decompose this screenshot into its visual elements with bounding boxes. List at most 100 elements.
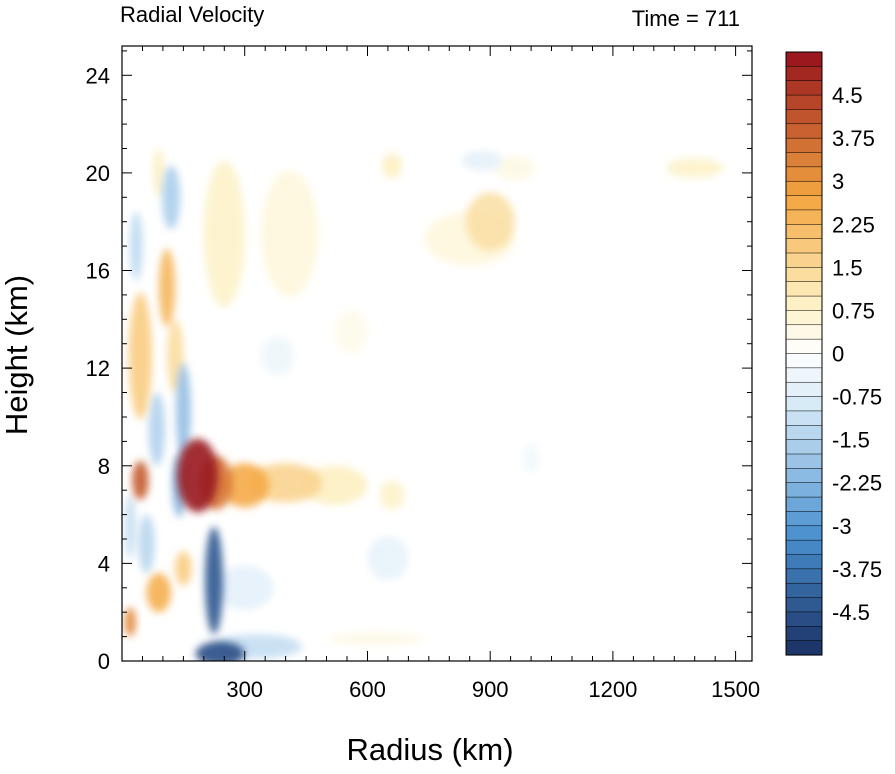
colorbar-swatch <box>785 324 823 340</box>
colorbar-swatch <box>785 353 823 369</box>
colorbar-swatch <box>785 195 823 211</box>
colorbar-label: 3 <box>832 169 844 194</box>
colorbar-swatch <box>785 425 823 441</box>
colorbar-swatch <box>785 468 823 484</box>
colorbar-label: 0.75 <box>832 298 875 323</box>
x-axis-label: Radius (km) <box>346 732 513 767</box>
colorbar-swatch <box>785 396 823 412</box>
y-tick-label: 24 <box>86 63 110 88</box>
colorbar-swatch <box>785 66 823 82</box>
colorbar-swatch <box>785 640 823 656</box>
velocity-feature <box>326 632 425 646</box>
velocity-feature <box>132 460 149 500</box>
colorbar-swatch <box>785 94 823 110</box>
colorbar-swatch <box>785 496 823 512</box>
velocity-feature <box>379 480 405 510</box>
colorbar-swatch <box>785 439 823 455</box>
velocity-feature <box>177 438 219 513</box>
colorbar-swatch <box>785 166 823 182</box>
colorbar-swatch <box>785 381 823 398</box>
velocity-feature <box>494 155 536 181</box>
colorbar-swatch <box>785 338 823 355</box>
colorbar-label: 3.75 <box>832 126 875 151</box>
colorbar-swatch <box>785 582 823 599</box>
velocity-feature <box>220 463 270 508</box>
colorbar-swatch <box>785 568 823 584</box>
velocity-feature <box>261 170 319 298</box>
velocity-feature <box>261 336 294 376</box>
velocity-feature <box>381 153 403 178</box>
colorbar-frame <box>785 51 823 656</box>
colorbar-swatch <box>785 611 823 627</box>
colorbar-swatch <box>785 109 823 125</box>
colorbar-swatch <box>785 137 823 154</box>
velocity-feature <box>195 641 245 661</box>
colorbar-swatch <box>785 152 823 168</box>
axis-ticks: 300 600 900 1200 1500 0 4 8 12 16 20 24 <box>86 46 760 702</box>
velocity-feature <box>367 536 409 581</box>
plot-frame <box>121 45 753 662</box>
velocity-feature <box>465 192 515 251</box>
y-tick-label: 16 <box>86 259 110 284</box>
colorbar-label: 1.5 <box>832 255 863 280</box>
colorbar-swatch <box>785 539 823 556</box>
colorbar-swatch <box>785 367 823 383</box>
colorbar-swatch <box>785 295 823 311</box>
colorbar-swatch <box>785 626 823 642</box>
y-tick-label: 4 <box>98 551 110 576</box>
y-tick-label: 20 <box>86 161 110 186</box>
colorbar-label: -4.5 <box>832 600 870 625</box>
velocity-feature <box>666 158 724 178</box>
colorbar-swatch <box>785 209 823 225</box>
velocity-feature <box>124 495 136 559</box>
colorbar-swatch <box>785 597 823 613</box>
velocity-feature <box>146 573 172 613</box>
plot-area: 300 600 900 1200 1500 0 4 8 12 16 20 24 <box>86 45 760 702</box>
colorbar-swatch <box>785 123 823 139</box>
colorbar-label: 2.25 <box>832 212 875 237</box>
x-tick-label: 1200 <box>588 677 637 702</box>
colorbar-swatch <box>785 310 823 326</box>
colorbar-swatch <box>785 525 823 541</box>
y-tick-label: 0 <box>98 649 110 674</box>
colorbar-swatch <box>785 51 823 67</box>
colorbar-label: -3.75 <box>832 557 882 582</box>
velocity-feature <box>461 150 503 171</box>
colorbar-swatch <box>785 180 823 197</box>
colorbar-label: -3 <box>832 514 852 539</box>
x-tick-label: 600 <box>349 677 386 702</box>
velocity-feature <box>128 292 152 420</box>
colorbar-label: -0.75 <box>832 385 882 410</box>
velocity-feature <box>158 248 176 327</box>
y-axis-label: Height (km) <box>0 275 34 435</box>
velocity-feature <box>153 148 165 198</box>
colorbar-swatch <box>785 482 823 498</box>
colorbar-label: -2.25 <box>832 471 882 496</box>
colorbar-label: -1.5 <box>832 428 870 453</box>
velocity-feature <box>522 443 540 473</box>
velocity-feature <box>334 309 368 354</box>
velocity-feature <box>205 526 223 635</box>
velocity-feature <box>148 392 165 466</box>
velocity-feature <box>176 363 191 461</box>
x-tick-label: 900 <box>472 677 509 702</box>
velocity-feature <box>124 607 136 637</box>
colorbar-label: 0 <box>832 342 844 367</box>
colorbar-swatch <box>785 281 823 297</box>
colorbar-swatch <box>785 80 823 96</box>
colorbar-label: 4.5 <box>832 83 863 108</box>
colorbar-swatch <box>785 410 823 426</box>
colorbar: 4.5 3.75 3 2.25 1.5 0.75 0 -0.75 -1.5 -2.25 -3 -3.7… <box>785 51 882 656</box>
plot-background <box>122 46 752 661</box>
velocity-feature <box>162 165 181 229</box>
colorbar-swatch <box>785 453 823 469</box>
velocity-feature <box>216 565 274 610</box>
colorbar-swatch <box>785 267 823 283</box>
colorbar-swatch <box>785 511 823 527</box>
y-tick-label: 8 <box>98 454 110 479</box>
x-tick-label: 300 <box>226 677 263 702</box>
chart-title: Radial Velocity <box>120 2 264 27</box>
velocity-feature <box>203 160 245 308</box>
colorbar-swatch <box>785 252 823 268</box>
